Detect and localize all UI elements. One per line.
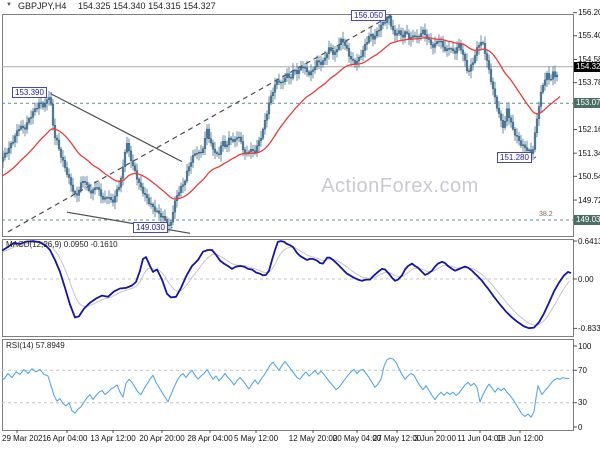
candlestick-series [2, 14, 559, 233]
trendline-1 [50, 93, 183, 163]
price-axis-label: 149.720 [578, 195, 600, 205]
trendline-2 [66, 211, 191, 234]
x-axis-label: 11 Jun 04:00 [457, 434, 503, 443]
rsi-axis-label: 30 [578, 398, 587, 408]
fib-382-label: 38.2 [539, 211, 553, 218]
boxed-price-label-153.070: 153.070 [574, 98, 600, 109]
macd-axis-label: 0.6413 [578, 236, 600, 246]
x-axis-label: 20 Apr 20:00 [139, 434, 185, 443]
macd-panel[interactable] [0, 240, 573, 330]
x-axis-label: 20 May 04:00 [332, 434, 382, 443]
rsi-axis-label: 70 [578, 365, 587, 375]
x-axis-label: 5 May 12:00 [233, 434, 279, 443]
price-axis-label: 152.160 [578, 124, 600, 134]
x-axis-label: 18 Jun 12:00 [496, 434, 544, 443]
price-annotation-149.030: 149.030 [133, 222, 168, 233]
ma-line [2, 36, 561, 200]
price-annotation-151.280: 151.280 [497, 152, 532, 163]
x-axis-label: 6 Apr 04:00 [46, 434, 88, 443]
macd-signal-line [2, 241, 571, 326]
macd-main-line [2, 240, 572, 330]
x-axis-label: 13 Apr 12:00 [90, 434, 136, 443]
price-axis-label: 156.200 [578, 8, 600, 18]
price-axis-label: 155.400 [578, 31, 600, 41]
ohlc-values: 154.325 154.340 154.315 154.327 [78, 1, 216, 11]
rsi-axis-label: 0 [578, 422, 583, 432]
collapse-symbol-icon[interactable]: ▼ [6, 2, 12, 8]
price-annotation-153.390: 153.390 [12, 87, 47, 98]
x-axis-label: 28 Apr 04:00 [187, 434, 233, 443]
price-axis-label: 151.340 [578, 148, 600, 158]
symbol-period-label: GBPJPY,H4 [18, 1, 67, 11]
rsi-axis-label: 100 [578, 341, 592, 351]
x-axis-label: 27 May 12:00 [372, 434, 422, 443]
price-panel-border [2, 14, 574, 237]
rsi-indicator-label: RSI(14) 57.8949 [6, 341, 65, 350]
macd-axis-label: 0.00 [578, 274, 594, 284]
chart-title-bar: ▼ GBPJPY,H4 154.325 154.340 154.315 154.… [0, 0, 600, 13]
macd-axis-label: -0.8336 [578, 323, 600, 333]
x-axis-label: 29 Mar 2021 [2, 434, 47, 443]
watermark: ActionForex.com [321, 175, 479, 197]
boxed-price-label-154.327: 154.327 [574, 61, 600, 72]
macd-indicator-label: MACD(12,26,9) 0.0950 -0.1610 [6, 240, 118, 249]
macd-panel-border [2, 239, 574, 337]
boxed-price-label-149.030: 149.030 [574, 215, 600, 225]
x-axis-label: 3 Jun 20:00 [414, 434, 456, 443]
price-axis-label: 154.580 [578, 55, 600, 64]
price-annotation-156.050: 156.050 [351, 10, 386, 21]
rsi-line [2, 357, 569, 418]
price-axis-label: 150.540 [578, 171, 600, 181]
trendline-3 [7, 15, 391, 233]
rsi-panel[interactable] [0, 357, 573, 418]
price-panel[interactable] [0, 9, 573, 234]
price-axis-label: 153.780 [578, 78, 600, 88]
annotation-pointer [533, 156, 537, 159]
x-axis-label: 12 May 20:00 [288, 434, 338, 443]
rsi-panel-border [2, 339, 574, 431]
